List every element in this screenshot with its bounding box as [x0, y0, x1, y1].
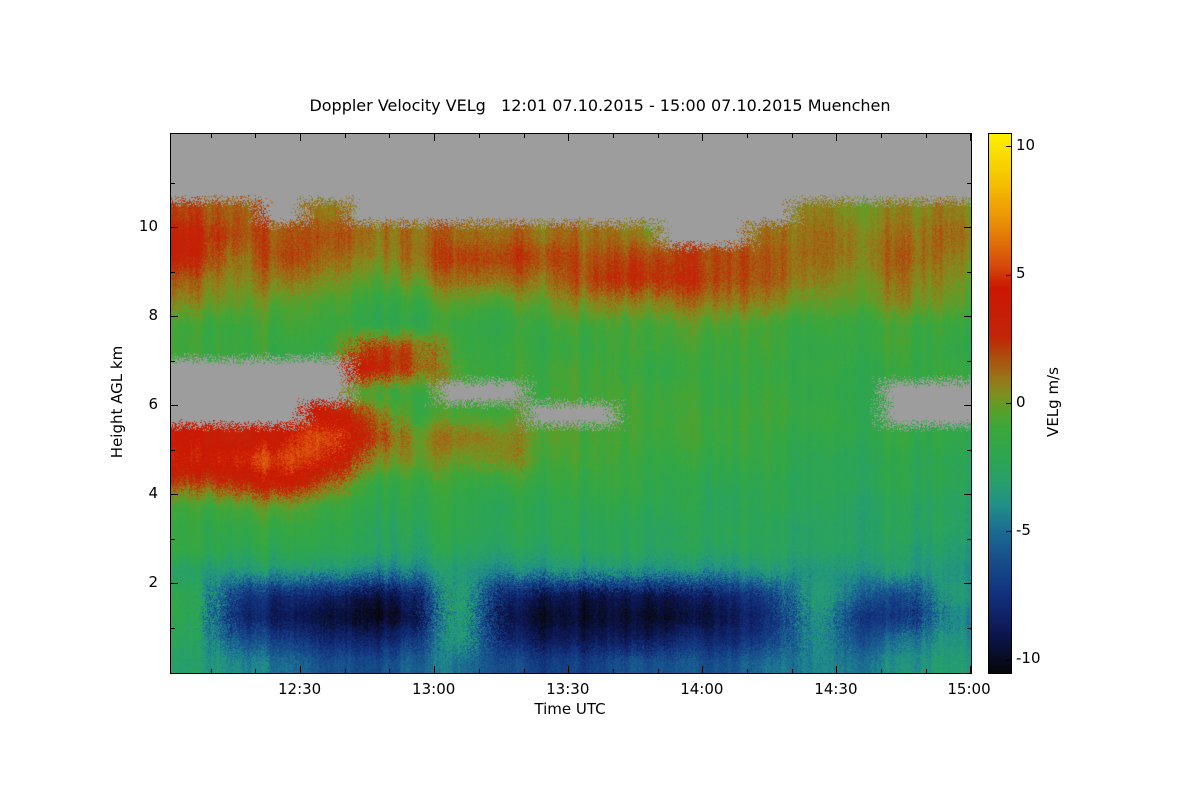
x-minor-tick	[255, 669, 256, 673]
y-major-tick	[171, 583, 178, 584]
colorbar-tick-label: -10	[1016, 649, 1041, 667]
x-tick-label: 14:00	[680, 680, 723, 698]
x-major-tick-top	[568, 134, 569, 141]
x-tick-label: 14:30	[814, 680, 857, 698]
plot-area	[170, 133, 972, 674]
colorbar-axis-label: VELg m/s	[1044, 367, 1062, 437]
y-minor-tick-right	[967, 539, 971, 540]
y-tick-label: 8	[104, 306, 158, 324]
y-major-tick-right	[964, 583, 971, 584]
x-minor-tick-top	[613, 134, 614, 138]
x-minor-tick	[479, 669, 480, 673]
colorbar-tick	[1006, 146, 1011, 147]
y-tick-label: 10	[104, 217, 158, 235]
y-minor-tick-right	[967, 628, 971, 629]
y-major-tick	[171, 405, 178, 406]
y-major-tick	[171, 316, 178, 317]
colorbar-tick	[1006, 403, 1011, 404]
y-tick-label: 2	[104, 573, 158, 591]
x-tick-label: 13:00	[412, 680, 455, 698]
x-minor-tick-top	[658, 134, 659, 138]
y-minor-tick	[171, 628, 175, 629]
x-minor-tick	[747, 669, 748, 673]
chart-title: Doppler Velocity VELg 12:01 07.10.2015 -…	[0, 96, 1200, 115]
x-minor-tick	[926, 669, 927, 673]
x-minor-tick-top	[747, 134, 748, 138]
y-major-tick-right	[964, 405, 971, 406]
y-minor-tick	[171, 361, 175, 362]
y-minor-tick-right	[967, 183, 971, 184]
x-major-tick	[702, 666, 703, 673]
colorbar-tick-label: 5	[1016, 264, 1026, 282]
x-minor-tick	[792, 669, 793, 673]
colorbar-tick	[1006, 660, 1011, 661]
x-major-tick	[970, 666, 971, 673]
x-minor-tick	[524, 669, 525, 673]
y-tick-label: 4	[104, 484, 158, 502]
y-major-tick	[171, 227, 178, 228]
colorbar-tick-label: -5	[1016, 521, 1031, 539]
x-major-tick	[836, 666, 837, 673]
y-minor-tick-right	[967, 272, 971, 273]
x-major-tick-top	[970, 134, 971, 141]
x-minor-tick	[389, 669, 390, 673]
x-major-tick-top	[702, 134, 703, 141]
y-minor-tick-right	[967, 361, 971, 362]
y-tick-label: 6	[104, 395, 158, 413]
x-major-tick-top	[434, 134, 435, 141]
x-tick-label: 15:00	[947, 680, 990, 698]
x-minor-tick-top	[345, 134, 346, 138]
x-major-tick	[568, 666, 569, 673]
y-minor-tick	[171, 450, 175, 451]
y-minor-tick	[171, 539, 175, 540]
x-minor-tick-top	[389, 134, 390, 138]
x-axis-label: Time UTC	[170, 700, 970, 718]
x-major-tick-top	[300, 134, 301, 141]
x-minor-tick-top	[524, 134, 525, 138]
colorbar	[988, 133, 1012, 674]
y-major-tick-right	[964, 494, 971, 495]
x-tick-label: 12:30	[278, 680, 321, 698]
x-minor-tick	[881, 669, 882, 673]
x-minor-tick-top	[792, 134, 793, 138]
y-minor-tick-right	[967, 450, 971, 451]
y-major-tick	[171, 494, 178, 495]
y-major-tick-right	[964, 227, 971, 228]
x-minor-tick	[345, 669, 346, 673]
x-minor-tick	[211, 669, 212, 673]
y-minor-tick	[171, 272, 175, 273]
x-minor-tick	[613, 669, 614, 673]
colorbar-tick	[1006, 275, 1011, 276]
colorbar-tick-label: 10	[1016, 136, 1035, 154]
x-minor-tick-top	[881, 134, 882, 138]
colorbar-tick	[1006, 531, 1011, 532]
heatmap-canvas	[171, 134, 971, 673]
x-major-tick-top	[836, 134, 837, 141]
x-minor-tick-top	[211, 134, 212, 138]
colorbar-tick-label: 0	[1016, 393, 1026, 411]
x-minor-tick-top	[479, 134, 480, 138]
y-major-tick-right	[964, 316, 971, 317]
x-tick-label: 13:30	[546, 680, 589, 698]
x-minor-tick	[658, 669, 659, 673]
x-major-tick	[434, 666, 435, 673]
x-major-tick	[300, 666, 301, 673]
doppler-velocity-figure: Doppler Velocity VELg 12:01 07.10.2015 -…	[0, 0, 1200, 800]
y-minor-tick	[171, 183, 175, 184]
x-minor-tick-top	[926, 134, 927, 138]
x-minor-tick-top	[255, 134, 256, 138]
